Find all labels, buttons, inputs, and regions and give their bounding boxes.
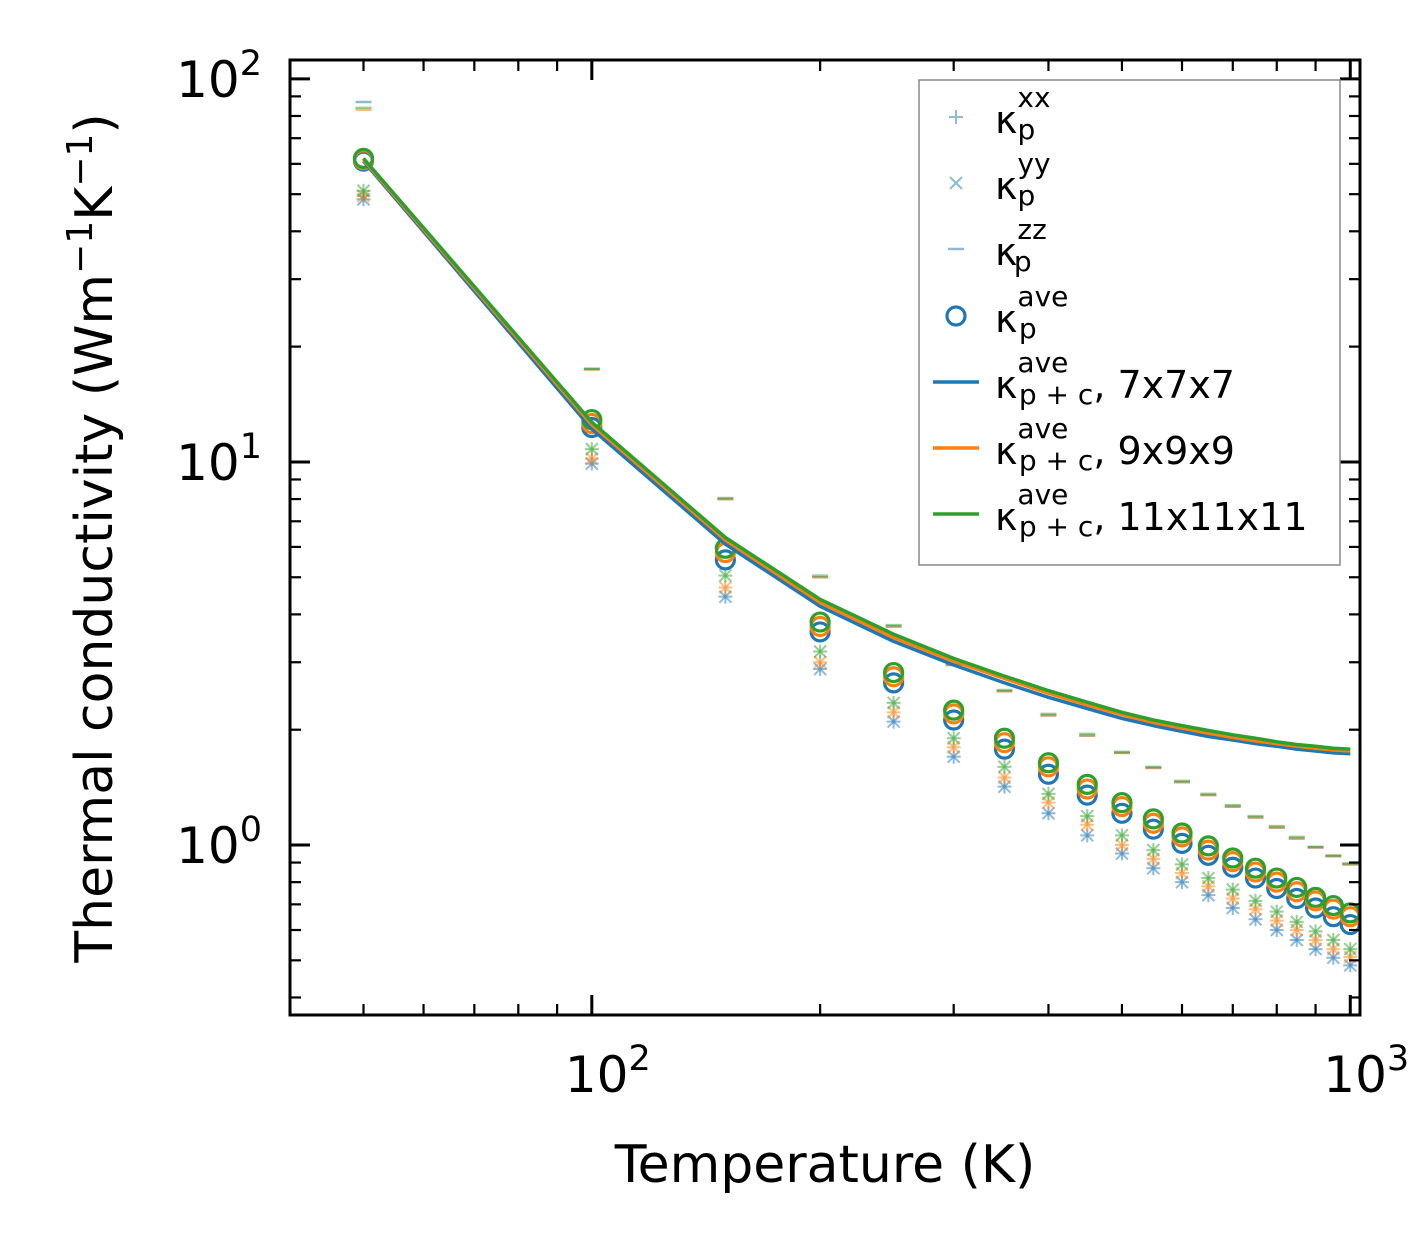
legend-box [918, 79, 1341, 566]
point-circle-11-13 [1222, 847, 1244, 869]
point-circle-11-10 [1142, 808, 1164, 830]
point-circle-11-12 [1197, 835, 1219, 857]
point-x-7-15 [1270, 904, 1284, 919]
legend-label-1: κyy p [995, 147, 1051, 212]
point-circle-9-4 [883, 672, 905, 694]
point-x-1-5 [946, 750, 961, 764]
plot-frame [288, 58, 1362, 1017]
x-tick-label: 102 [565, 1039, 651, 1104]
point-x-7-1 [585, 442, 599, 456]
point-x-4-9 [1115, 838, 1129, 852]
point-x-7-3 [813, 644, 827, 659]
legend-label-2: κzz p [995, 213, 1047, 278]
series-line-13 [362, 158, 1351, 753]
point-x-7-17 [1308, 924, 1323, 939]
y-axis-label-close: ) [65, 113, 125, 133]
point-x-7-7 [1041, 787, 1056, 801]
y-tick-label: 102 [176, 44, 262, 109]
point-x-7-10 [1146, 843, 1161, 857]
y-axis-label-main: Thermal conductivity (Wm [65, 274, 125, 964]
point-x-7-2 [718, 568, 733, 583]
legend-marker-plus [949, 110, 963, 124]
y-axis-label-k: K [65, 185, 125, 221]
point-x-1-15 [1270, 923, 1284, 937]
legend-label-6: κave p + c, 11x11x11 [995, 478, 1308, 543]
point-circle-9-7 [1037, 763, 1060, 785]
point-x-1-7 [1041, 806, 1056, 821]
point-circle-11-18 [1322, 894, 1344, 917]
point-circle-9-2 [714, 549, 736, 571]
point-x-7-9 [1115, 828, 1129, 843]
point-x-1-14 [1248, 912, 1263, 926]
point-x-1-13 [1226, 901, 1240, 915]
point-x-7-6 [997, 760, 1012, 774]
point-x-7-5 [946, 731, 961, 745]
point-x-4-1 [585, 451, 599, 466]
point-x-1-8 [1080, 828, 1094, 843]
point-circle-11-14 [1244, 857, 1267, 879]
point-circle-11-4 [883, 661, 905, 684]
point-circle-11-9 [1111, 792, 1133, 814]
point-circle-11-7 [1037, 752, 1060, 774]
point-x-7-13 [1226, 882, 1240, 897]
point-circle-11-3 [809, 611, 831, 633]
point-circle-11-6 [993, 727, 1016, 749]
point-circle-9-5 [943, 709, 965, 731]
point-circle-11-11 [1171, 822, 1193, 844]
point-circle-11-15 [1266, 867, 1288, 889]
plot-marks [352, 100, 1361, 973]
point-circle-11-17 [1304, 886, 1327, 908]
x-axis-label: Temperature (K) [614, 1135, 1036, 1195]
point-circle-9-8 [1076, 784, 1098, 806]
point-circle-11-16 [1286, 876, 1308, 899]
point-x-7-14 [1248, 894, 1263, 908]
y-tick-label: 100 [176, 810, 262, 875]
point-circle-9-11 [1171, 832, 1193, 854]
point-circle-9-14 [1244, 867, 1267, 889]
x-tick-label: 103 [1323, 1039, 1409, 1104]
point-circle-11-0 [352, 147, 375, 169]
point-x-7-8 [1080, 809, 1094, 823]
point-x-4-2 [718, 580, 733, 595]
legend-label-0: κxx p [995, 81, 1051, 146]
point-x-4-3 [813, 655, 827, 669]
y-axis-label: Thermal conductivity (Wm−1K−1) [60, 113, 125, 963]
legend-marker-circle [945, 305, 967, 327]
point-x-7-18 [1326, 933, 1341, 947]
point-x-4-6 [997, 770, 1012, 785]
legend-label-5: κave p + c, 9x9x9 [995, 412, 1235, 477]
legend-label-4: κave p + c, 7x7x7 [995, 346, 1235, 411]
point-circle-11-5 [943, 699, 965, 721]
point-x-7-16 [1290, 915, 1304, 929]
point-x-4-4 [886, 705, 901, 720]
point-x-7-12 [1201, 871, 1216, 885]
tick-labels: 102 103 100 101 102 [176, 44, 1409, 1104]
series-line-14 [362, 157, 1351, 751]
point-x-7-19 [1343, 942, 1357, 956]
legend-label-3: κave p [995, 280, 1068, 345]
point-circle-11-8 [1076, 773, 1098, 795]
point-circle-9-9 [1111, 802, 1133, 824]
y-axis-label-exp2: −1 [60, 134, 101, 187]
point-x-7-11 [1175, 857, 1189, 872]
legend-marker-x [949, 176, 963, 190]
y-tick-label: 101 [176, 427, 262, 492]
point-circle-9-6 [993, 738, 1016, 760]
point-circle-9-15 [1266, 877, 1288, 900]
series-line-12 [362, 159, 1351, 756]
point-circle-9-13 [1222, 856, 1244, 878]
point-x-7-0 [356, 184, 371, 198]
point-circle-9-10 [1142, 818, 1164, 840]
point-x-7-4 [886, 696, 901, 710]
y-axis-label-exp1: −1 [60, 221, 101, 274]
point-x-1-16 [1290, 933, 1304, 947]
